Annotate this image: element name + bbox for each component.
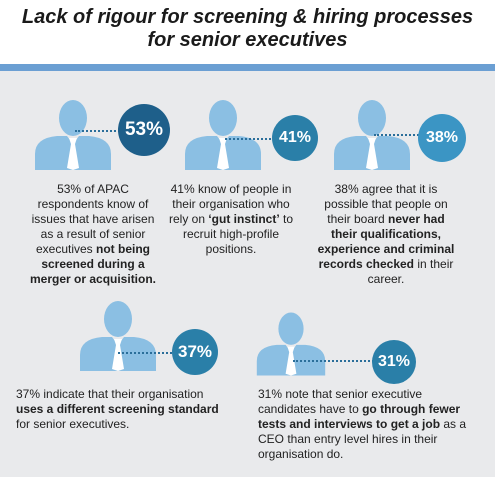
title-area: Lack of rigour for screening & hiring pr… xyxy=(0,0,495,64)
stat-text-plain-2: as a CEO than entry level hires in their… xyxy=(258,417,467,461)
stat-text: 37% indicate that their organisation use… xyxy=(16,387,231,432)
stat-text: 53% of APAC respondents know of issues t… xyxy=(28,182,158,287)
stat-text-bold: uses a different screening standard xyxy=(16,402,219,416)
person-icon xyxy=(334,100,410,170)
stat-text-bold: not being screened during a merger or ac… xyxy=(29,242,157,286)
page-title-line-1: Lack of rigour for screening & hiring pr… xyxy=(21,6,474,28)
stat-text-plain: 41% know of people in their organisation… xyxy=(168,182,292,226)
dotted-connector xyxy=(118,352,176,354)
stat-text-plain-2: for senior executives. xyxy=(16,417,130,431)
stat-text: 41% know of people in their organisation… xyxy=(166,182,296,257)
percent-badge: 53% xyxy=(118,104,170,156)
person-icon xyxy=(256,312,326,376)
percent-badge: 38% xyxy=(418,114,466,162)
percent-badge: 41% xyxy=(272,115,318,161)
person-icon xyxy=(185,100,261,170)
page-title-line-2: for senior executives xyxy=(147,29,348,51)
dotted-connector xyxy=(374,134,422,136)
stat-text-plain: 38% agree that it is possible that peopl… xyxy=(324,182,448,226)
percent-badge: 37% xyxy=(172,329,218,375)
stat-text-plain-2: in their career. xyxy=(367,257,454,286)
stat-text-bold: never had their qualifications, experien… xyxy=(317,212,455,271)
accent-bar xyxy=(0,64,495,71)
stat-text-bold: go through fewer tests and interviews to… xyxy=(258,402,461,431)
dotted-connector xyxy=(225,138,275,140)
percent-badge: 31% xyxy=(372,340,416,384)
stat-text: 38% agree that it is possible that peopl… xyxy=(316,182,456,287)
dotted-connector xyxy=(75,130,120,132)
person-icon xyxy=(80,301,156,371)
stat-text-bold: ‘gut instinct’ xyxy=(208,212,280,226)
stat-text-plain: 53% of APAC respondents know of issues t… xyxy=(31,182,155,256)
dotted-connector xyxy=(293,360,377,362)
stat-text-plain: 37% indicate that their organisation xyxy=(16,387,204,401)
stat-text-plain: 31% note that senior executive candidate… xyxy=(258,387,423,416)
stat-text: 31% note that senior executive candidate… xyxy=(258,387,480,462)
person-icon xyxy=(35,100,111,170)
stat-text-plain-2: to recruit high-profile positions. xyxy=(182,212,294,256)
